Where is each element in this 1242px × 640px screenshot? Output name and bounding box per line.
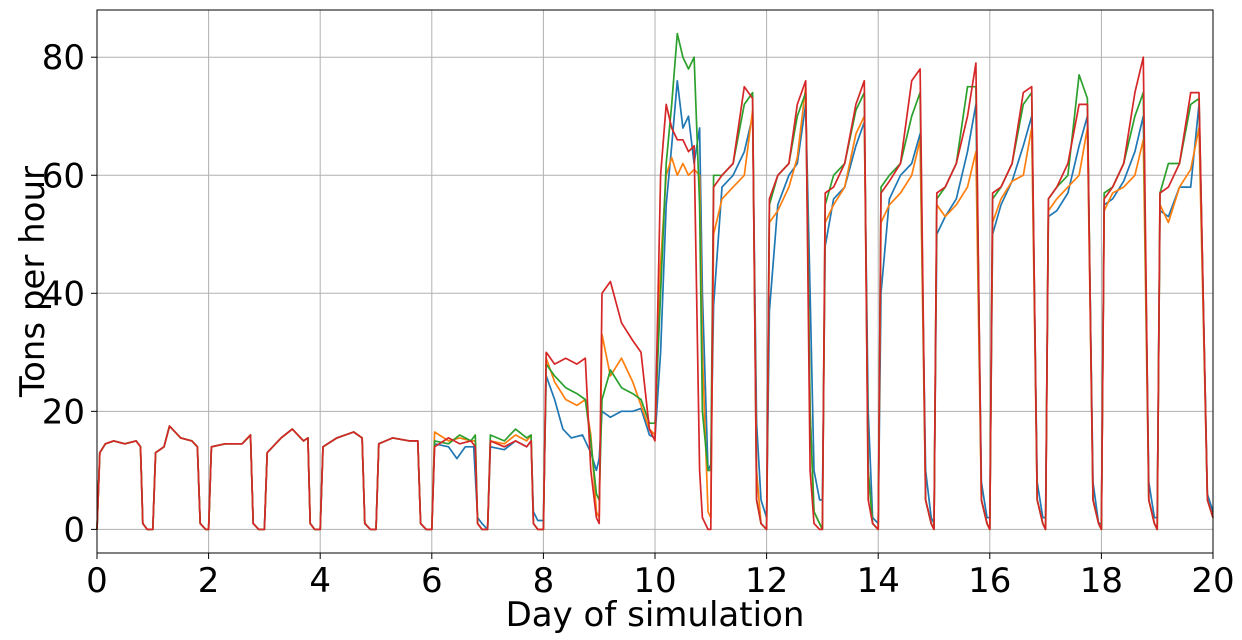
x-tick-label: 10 [633, 561, 676, 601]
y-tick-label: 60 [42, 156, 85, 196]
x-tick-label: 18 [1080, 561, 1123, 601]
x-tick-label: 14 [857, 561, 900, 601]
y-tick-label: 20 [42, 392, 85, 432]
x-tick-label: 4 [309, 561, 331, 601]
series-lines [96, 32, 1214, 531]
series-line-4 [96, 56, 1214, 531]
y-axis-label: Tons per hour [13, 166, 53, 398]
y-tick-label: 0 [63, 510, 85, 550]
y-tick-label: 80 [42, 38, 85, 78]
x-tick-label: 6 [421, 561, 443, 601]
x-axis-label: Day of simulation [506, 595, 805, 635]
y-axis-ticks: 0 20 40 60 80 [42, 38, 97, 550]
y-tick-label: 40 [42, 274, 85, 314]
x-tick-label: 12 [745, 561, 788, 601]
x-tick-label: 0 [86, 561, 108, 601]
x-tick-label: 20 [1191, 561, 1234, 601]
x-tick-label: 2 [198, 561, 220, 601]
x-axis-ticks: 0 2 4 6 8 10 12 14 16 18 20 [86, 553, 1235, 601]
x-tick-label: 16 [968, 561, 1011, 601]
x-tick-label: 8 [533, 561, 555, 601]
